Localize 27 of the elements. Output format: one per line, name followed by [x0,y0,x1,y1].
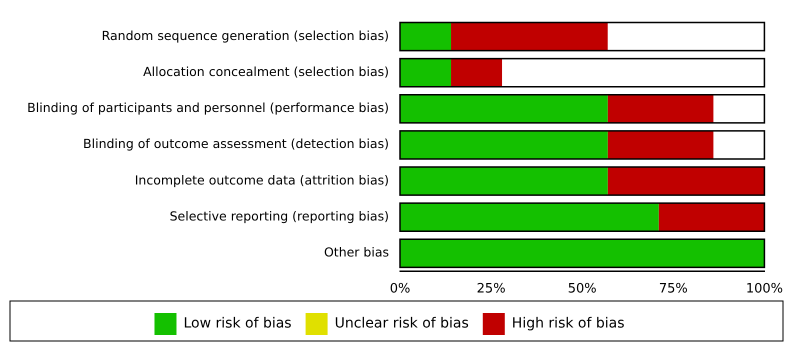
x-tick-label: 25% [476,282,506,297]
legend-label: Low risk of bias [183,316,292,332]
y-tick-label: Allocation concealment (selection bias) [143,64,389,79]
y-tick-label: Other bias [324,244,389,260]
bar [400,22,452,51]
x-tick-label: 100% [746,282,784,297]
y-tick-label: Random sequence generation (selection bias) [102,28,389,43]
bar [608,166,764,196]
legend-label: High risk of bias [512,316,625,332]
bar [400,130,608,160]
legend-label: Unclear risk of bias [334,316,469,332]
bar [451,58,502,87]
bar [658,203,764,232]
bar [608,94,714,123]
y-tick-label: Selective reporting (reporting bias) [170,208,389,224]
y-tick-label: Blinding of outcome assessment (detection bias) [83,136,389,152]
bar [400,94,608,123]
y-tick-label: Incomplete outcome data (attrition bias) [134,172,389,188]
bar [400,58,452,87]
x-tick-label: 50% [568,282,597,297]
bar [400,166,608,196]
x-tick-label: 0% [390,282,410,297]
bar [451,22,608,51]
bar [608,130,714,160]
bar [400,203,659,232]
x-tick-label: 75% [658,282,688,297]
y-tick-label: Blinding of participants and personnel (performance bias) [27,100,389,116]
